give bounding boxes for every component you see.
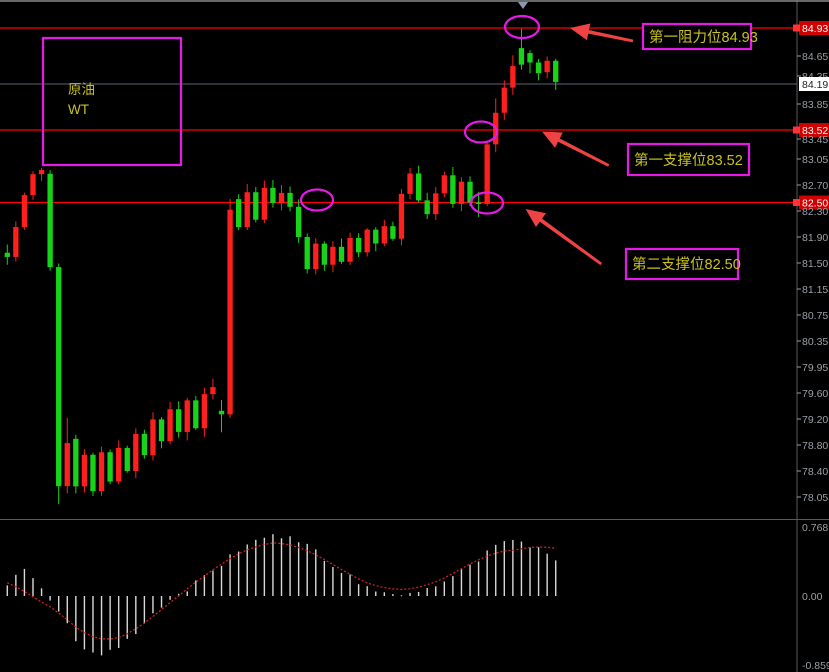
svg-text:0.768: 0.768	[802, 522, 828, 534]
svg-text:83.45: 83.45	[802, 134, 828, 146]
svg-text:82.30: 82.30	[802, 206, 828, 218]
svg-text:78.80: 78.80	[802, 440, 828, 452]
svg-text:79.60: 79.60	[802, 388, 828, 400]
svg-text:-0.859: -0.859	[802, 660, 829, 672]
svg-text:81.90: 81.90	[802, 232, 828, 244]
svg-text:第一阻力位84.93: 第一阻力位84.93	[649, 28, 758, 46]
svg-text:79.95: 79.95	[802, 362, 828, 374]
svg-text:83.85: 83.85	[802, 99, 828, 111]
svg-text:84.93: 84.93	[802, 23, 828, 35]
svg-text:80.35: 80.35	[802, 336, 828, 348]
svg-text:81.50: 81.50	[802, 258, 828, 270]
svg-text:81.15: 81.15	[802, 284, 828, 296]
svg-text:79.20: 79.20	[802, 414, 828, 426]
svg-text:84.65: 84.65	[802, 51, 828, 63]
svg-text:第二支撑位82.50: 第二支撑位82.50	[632, 255, 741, 273]
svg-text:第一支撑位83.52: 第一支撑位83.52	[634, 151, 743, 169]
svg-text:78.05: 78.05	[802, 492, 828, 504]
svg-text:80.75: 80.75	[802, 310, 828, 322]
svg-text:78.40: 78.40	[802, 466, 828, 478]
svg-text:WT: WT	[68, 102, 89, 117]
svg-text:0.00: 0.00	[802, 591, 823, 603]
svg-text:82.70: 82.70	[802, 180, 828, 192]
svg-text:原油: 原油	[68, 82, 95, 97]
svg-text:84.19: 84.19	[802, 79, 828, 91]
svg-text:83.05: 83.05	[802, 154, 828, 166]
